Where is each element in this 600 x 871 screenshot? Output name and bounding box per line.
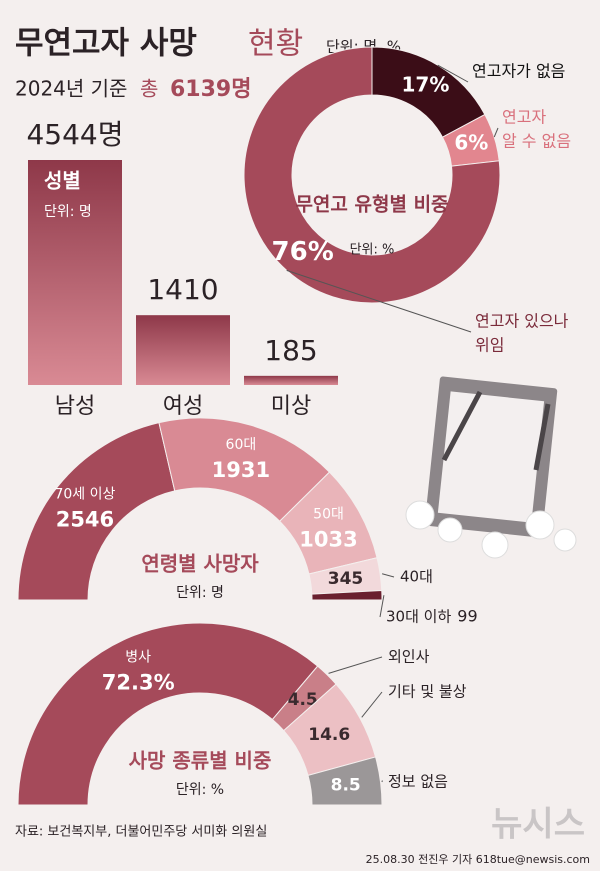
arc-segment [307,756,383,806]
category-label: 남성 [55,394,95,419]
donut-segment [243,46,501,304]
segment-name: 외인사 [388,648,430,666]
chart-title: 무연고 유형별 비중 [295,194,448,216]
segment-name: 병사 [125,650,151,666]
value-label: 8.5 [331,775,361,795]
chart-title: 성별 [44,169,81,193]
value-label: 14.6 [308,725,350,745]
chart-subtitle: 단위: % [350,243,395,258]
value-label: 99 [457,607,477,626]
segment-name: 기타 및 불상 [388,683,467,701]
bar [28,160,122,385]
leader-line [381,573,395,578]
chart-subtitle: 단위: 명 [44,204,92,220]
leader-line [379,595,385,618]
bar [244,375,338,385]
logo: 뉴시스 [491,805,585,845]
category-label: 연고자가 없음 [472,62,565,81]
arc-segment [17,622,319,806]
leader-line [437,64,469,83]
segment-name: 50대 [313,507,344,523]
value-label: 6% [454,131,488,155]
title: 무연고자 사망 [15,26,197,62]
leader-line [286,269,472,333]
chart-title: 연령별 사망자 [141,552,259,576]
value-label: 1410 [147,273,218,306]
value-label: 76% [272,237,334,267]
total-label: 총 [140,77,158,101]
value-label: 2546 [56,508,114,532]
category-label: 연고자 있으나 [475,312,569,331]
category-label: 위임 [475,336,504,355]
title-suffix: 현황 [248,27,303,62]
segment-name: 70세 이상 [54,487,115,503]
segment-name: 정보 없음 [388,773,448,791]
basis: 2024년 기준 [15,77,127,101]
value-label: 345 [328,569,364,589]
chart-subtitle: 단위: 명 [176,585,224,601]
segment-name: 30대 이하 [386,608,451,626]
leader-line [493,127,499,138]
value-label: 1033 [299,528,357,552]
chart-subtitle: 단위: % [176,782,224,798]
source: 자료: 보건복지부, 더불어민주당 서미화 의원실 [15,825,267,840]
value-label: 4544명 [26,118,123,151]
leader-line [361,691,383,718]
category-label: 알 수 없음 [502,132,571,151]
leader-line [328,656,383,674]
credit: 25.08.30 전진우 기자 618tue@newsis.com [366,853,590,866]
segment-name: 40대 [400,568,433,586]
category-label: 연고자 [502,108,546,127]
value-label: 17% [401,72,449,96]
value-label: 72.3% [102,671,175,695]
total: 6139명 [170,77,251,102]
arc-segment [311,589,383,601]
value-label: 185 [264,334,317,367]
segment-name: 60대 [226,437,257,453]
chart-title: 사망 종류별 비중 [129,749,272,773]
value-label: 4.5 [288,690,318,710]
value-label: 1931 [212,458,270,482]
category-label: 여성 [163,394,203,419]
bar [136,315,230,385]
category-label: 미상 [271,394,311,419]
frame-decoration [405,376,577,559]
